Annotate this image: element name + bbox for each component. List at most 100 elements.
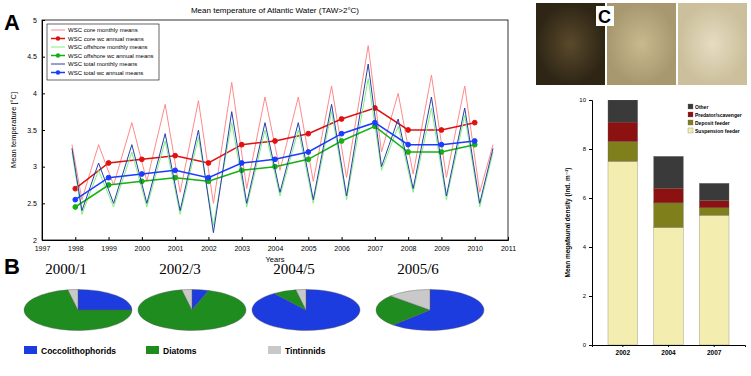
tick-label: 1998 xyxy=(68,245,84,252)
tick-label: 2000 xyxy=(135,245,151,252)
tick: 2004 xyxy=(268,237,284,252)
pie xyxy=(24,289,132,330)
tick-mark xyxy=(441,237,442,240)
tick-mark xyxy=(42,20,45,21)
pie-title: 2000/1 xyxy=(45,261,87,277)
bar-segment xyxy=(699,200,729,207)
bar-segment xyxy=(608,100,638,122)
tick: 2007 xyxy=(368,237,384,252)
tick: 10 xyxy=(579,97,592,103)
tick-label: 8 xyxy=(583,146,587,152)
tick-label: 2004 xyxy=(268,245,284,252)
panel-b: 2000/1B2002/32004/52005/6Coccolithophori… xyxy=(4,254,484,356)
legend-marker xyxy=(56,53,60,57)
series-marker xyxy=(306,157,311,162)
pie-title: 2005/6 xyxy=(397,261,439,277)
tick-mark xyxy=(589,345,592,346)
tick: 2.5 xyxy=(27,200,45,207)
tick-label: 2011 xyxy=(501,245,516,252)
tick-mark xyxy=(308,237,309,240)
series-marker xyxy=(239,161,244,166)
series-marker xyxy=(139,172,144,177)
tick-mark xyxy=(42,130,45,131)
series-marker xyxy=(173,168,178,173)
bar-segment xyxy=(654,227,684,345)
tick: 2 xyxy=(583,293,592,299)
tick-mark xyxy=(42,240,45,241)
tick-mark xyxy=(375,237,376,240)
pie-slice xyxy=(391,289,430,310)
series-marker xyxy=(206,175,211,180)
pie-slice xyxy=(24,290,132,331)
series-marker xyxy=(73,186,78,191)
panel-c: C0246810200220042007Mean megafaunal dens… xyxy=(536,3,747,356)
tick: 1998 xyxy=(68,237,84,252)
tick-mark xyxy=(275,237,276,240)
tick: 2000 xyxy=(135,237,151,252)
bar-segment xyxy=(608,122,638,142)
tick-mark xyxy=(589,100,592,101)
chart-title: Mean temperature of Atlantic Water (TAW>… xyxy=(191,6,359,15)
tick: 2004 xyxy=(661,345,676,356)
series-marker xyxy=(106,175,111,180)
tick: 2009 xyxy=(434,237,450,252)
pie-slice xyxy=(296,289,306,310)
plot-area xyxy=(608,100,729,345)
tick-mark xyxy=(208,237,209,240)
tick: 6 xyxy=(583,195,592,201)
pie-slice xyxy=(78,289,132,310)
tick-mark xyxy=(589,247,592,248)
tick-mark xyxy=(109,237,110,240)
pie-slice xyxy=(252,289,360,330)
pie xyxy=(252,289,360,330)
panel-label: C xyxy=(598,7,611,27)
tick-label: 2006 xyxy=(334,245,350,252)
series-marker xyxy=(139,157,144,162)
bar-segment xyxy=(699,183,729,200)
tick-label: 0 xyxy=(583,342,587,348)
panel-a: 1997199819992000200120022003200420052006… xyxy=(4,6,516,264)
tick-mark xyxy=(75,237,76,240)
tick: 2 xyxy=(33,237,45,244)
tick-label: 3 xyxy=(33,163,37,170)
legend-label: WSC offshore monthly means xyxy=(68,44,148,50)
tick: 2001 xyxy=(168,237,184,252)
tick-mark xyxy=(508,237,509,240)
tick-mark xyxy=(175,237,176,240)
tick-label: 2004 xyxy=(661,349,676,356)
tick-mark xyxy=(242,237,243,240)
series-marker xyxy=(339,131,344,136)
pie xyxy=(376,289,484,330)
tick-label: 2009 xyxy=(434,245,450,252)
seafloor-photo xyxy=(536,3,605,85)
legend: WSC core monthly meansWSC core wc annual… xyxy=(47,24,159,80)
tick: 3 xyxy=(33,163,45,170)
series-marker xyxy=(472,139,477,144)
legend-swatch xyxy=(688,104,693,109)
tick: 2007 xyxy=(707,345,722,356)
legend-swatch xyxy=(51,30,65,31)
legend-box xyxy=(47,24,159,80)
tick: 2011 xyxy=(501,237,516,252)
series-line xyxy=(72,79,493,226)
tick: 2010 xyxy=(467,237,483,252)
tick: 2008 xyxy=(401,237,417,252)
series-marker xyxy=(106,161,111,166)
legend-label: Predator/scavenger xyxy=(695,112,742,118)
legend-label: Tintinnids xyxy=(285,346,326,356)
seafloor-photo xyxy=(607,3,676,85)
legend-label: Other xyxy=(695,104,708,110)
bar-segment xyxy=(608,161,638,345)
pie xyxy=(138,289,246,330)
tick: 0 xyxy=(583,342,592,348)
series-marker xyxy=(372,120,377,125)
series-marker xyxy=(73,205,78,210)
tick-mark xyxy=(589,198,592,199)
tick: 4.5 xyxy=(27,53,45,60)
tick-mark xyxy=(589,296,592,297)
axis-line xyxy=(43,237,509,241)
tick-mark xyxy=(142,237,143,240)
tick: 4 xyxy=(33,90,45,97)
series-line xyxy=(75,123,474,200)
series-marker xyxy=(406,142,411,147)
